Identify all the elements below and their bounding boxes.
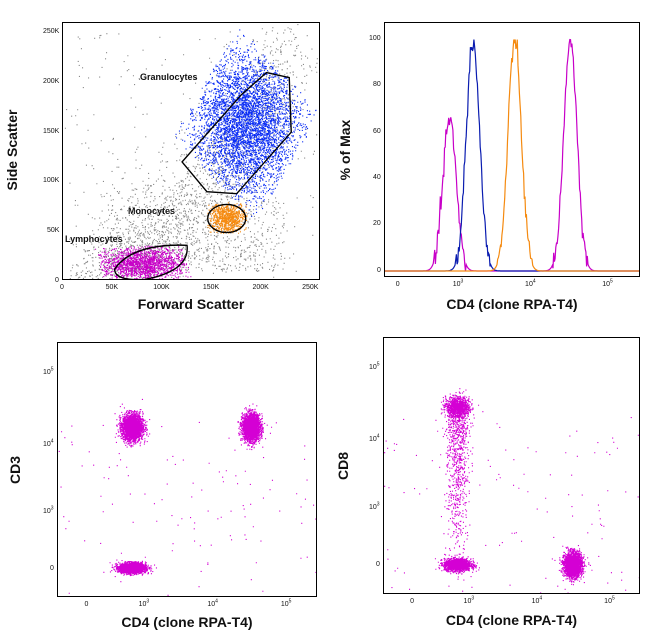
scatter-cd8-ylabel: CD8 — [335, 452, 351, 481]
scatter-gates-xtick-5: 250K — [302, 284, 319, 291]
histogram-series-0 — [385, 38, 639, 272]
histogram-cd4-ylabel: % of Max — [337, 119, 353, 181]
scatter-gates-xtick-0: 0 — [60, 284, 64, 291]
scatter-cd8-xtick-3: 105 — [604, 595, 615, 605]
gate-granulocytes-outline — [181, 71, 292, 195]
histogram-ytick-3: 60 — [373, 127, 381, 135]
scatter-cd8-ytick-1: 103 — [369, 502, 380, 512]
gate-lymphocytes-outline — [113, 244, 188, 279]
histogram-ytick-2: 40 — [373, 173, 381, 181]
histogram-ytick-0: 0 — [377, 266, 381, 274]
scatter-gates-ylabel: Side Scatter — [4, 109, 20, 191]
histogram-ytick-4: 80 — [373, 81, 381, 89]
histogram-xtick-1: 103 — [452, 278, 464, 288]
gate-monocytes-outline — [207, 203, 247, 234]
scatter-gates-ytick-5: 250K — [43, 28, 60, 36]
scatter-gates-ytick-0: 0 — [55, 276, 59, 284]
scatter-cd8-xtick-1: 103 — [463, 595, 475, 605]
scatter-gates-ytick-1: 50K — [47, 226, 60, 234]
gate-label-lymphocytes: Lymphocytes — [65, 234, 123, 244]
scatter-cd3-ylabel: CD3 — [7, 456, 23, 485]
scatter-cd3-svg — [58, 398, 316, 596]
gate-monocytes-events — [207, 202, 248, 234]
histogram-series-1 — [385, 39, 639, 272]
scatter-cd3-events — [58, 398, 316, 596]
scatter-cd8-xtick-2: 104 — [531, 595, 543, 605]
scatter-cd3-xtick-2: 104 — [207, 598, 218, 608]
scatter-cd3-ytick-0: 0 — [50, 564, 54, 572]
scatter-gates-ytick-3: 150K — [43, 127, 60, 135]
histogram-cd4-svg — [385, 38, 639, 272]
scatter-gates-svg — [64, 24, 318, 279]
histogram-xtick-2: 104 — [525, 278, 536, 288]
scatter-cd8-xlabel: CD4 (clone RPA-T4) — [445, 612, 578, 628]
scatter-gates-ytick-4: 200K — [43, 78, 60, 86]
gate-label-granulocytes: Granulocytes — [140, 72, 198, 82]
scatter-gates-events — [64, 24, 318, 279]
scatter-cd8-xtick-0: 0 — [410, 598, 415, 605]
scatter-cd3-plot-area — [57, 342, 317, 597]
histogram-cd4-xlabel: CD4 (clone RPA-T4) — [446, 296, 578, 312]
histogram-ytick-5: 100 — [369, 35, 381, 43]
scatter-cd3-ytick-3: 105 — [43, 366, 54, 376]
gate-lymphocytes-events — [95, 244, 192, 279]
gate-granulocytes-events — [175, 29, 317, 218]
scatter-gates-xlabel: Forward Scatter — [137, 296, 245, 312]
scatter-cd8-ytick-0: 0 — [376, 561, 380, 569]
scatter-cd3-xtick-0: 0 — [84, 601, 89, 608]
scatter-cd8-ytick-3: 105 — [369, 361, 380, 371]
scatter-cd3-xlabel: CD4 (clone RPA-T4) — [121, 614, 253, 630]
scatter-cd3-xtick-3: 105 — [280, 598, 292, 608]
scatter-gates-xtick-3: 150K — [202, 284, 220, 291]
scatter-cd3-xtick-1: 103 — [138, 598, 150, 608]
histogram-cd4-plot-area — [384, 22, 640, 277]
histogram-xtick-0: 0 — [395, 281, 400, 288]
scatter-gates-xtick-4: 200K — [252, 284, 269, 291]
scatter-gates-xtick-2: 100K — [153, 284, 170, 291]
scatter-cd3-ytick-2: 104 — [43, 438, 54, 448]
scatter-gates-plot-area — [62, 22, 320, 280]
scatter-cd8-events — [384, 388, 639, 593]
gate-label-monocytes: Monocytes — [128, 206, 176, 216]
histogram-ytick-1: 20 — [373, 220, 381, 228]
histogram-xtick-3: 105 — [602, 278, 613, 288]
scatter-cd3-ytick-1: 103 — [43, 505, 54, 516]
scatter-cd8-svg — [384, 388, 639, 593]
scatter-cd8-ytick-2: 104 — [369, 434, 380, 444]
scatter-gates-xtick-1: 50K — [105, 284, 119, 291]
histogram-series-2 — [385, 39, 639, 272]
scatter-gates-ytick-2: 100K — [43, 177, 60, 185]
scatter-cd8-plot-area — [383, 337, 640, 594]
